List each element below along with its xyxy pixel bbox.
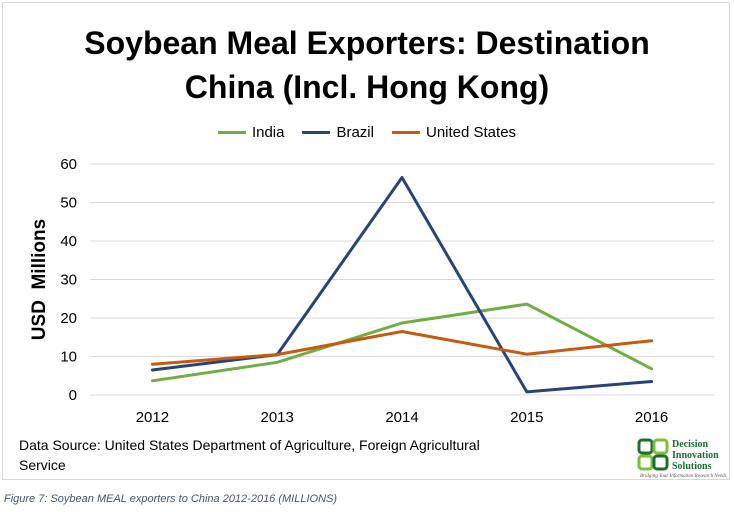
y-tick-label: 20 — [60, 310, 77, 327]
figure-caption: Figure 7: Soybean MEAL exporters to Chin… — [4, 493, 338, 505]
chart-title-line-2: China (Incl. Hong Kong) — [184, 69, 550, 105]
logo-text-line-2: Innovation — [672, 450, 719, 461]
chart-legend: India Brazil United States — [3, 121, 731, 143]
y-tick-label: 30 — [60, 272, 77, 289]
logo-knot-icon — [637, 438, 669, 471]
y-tick-label: 50 — [60, 195, 77, 212]
logo-text-line-1: Decision — [672, 439, 709, 450]
logo-tagline: Bridging Your Information Research Needs — [640, 474, 727, 479]
data-source-note: Data Source: United States Department of… — [19, 437, 480, 473]
y-axis-label: USD Millions — [29, 219, 50, 340]
series-line-united-states — [150, 330, 654, 366]
legend-swatch — [302, 130, 331, 134]
x-tick-label: 2015 — [510, 409, 543, 426]
legend-label: India — [251, 123, 285, 141]
chart-title: Soybean Meal Exporters: Destination Chin… — [3, 21, 731, 109]
legend-label: United States — [425, 123, 517, 141]
chart-title-line-1: Soybean Meal Exporters: Destination — [84, 25, 650, 61]
series-line-brazil — [150, 176, 654, 394]
logo-text: Decision Innovation Solutions — [672, 439, 730, 472]
x-tick-label: 2013 — [261, 409, 294, 426]
company-logo: Decision Innovation Solutions Bridging Y… — [636, 437, 728, 481]
x-tick-label: 2016 — [635, 409, 668, 426]
legend-item: India — [217, 123, 285, 141]
x-tick-label: 2014 — [385, 409, 418, 426]
x-tick-label: 2012 — [136, 409, 169, 426]
y-tick-label: 60 — [60, 156, 77, 173]
chart-frame: Soybean Meal Exporters: Destination Chin… — [2, 2, 730, 480]
legend-item: United States — [391, 123, 517, 141]
series-line-india — [150, 302, 654, 383]
legend-swatch — [217, 130, 246, 134]
legend-item: Brazil — [302, 124, 374, 141]
y-tick-label: 40 — [60, 233, 77, 250]
y-tick-label: 10 — [60, 349, 77, 366]
logo-text-line-3: Solutions — [672, 461, 712, 472]
plot-area: 0 10 20 30 40 50 60 2012 2013 2014 2015 2016 USD Mil… — [29, 156, 714, 426]
y-tick-label: 0 — [69, 387, 77, 404]
legend-label: Brazil — [336, 123, 374, 141]
legend-swatch — [391, 130, 420, 134]
